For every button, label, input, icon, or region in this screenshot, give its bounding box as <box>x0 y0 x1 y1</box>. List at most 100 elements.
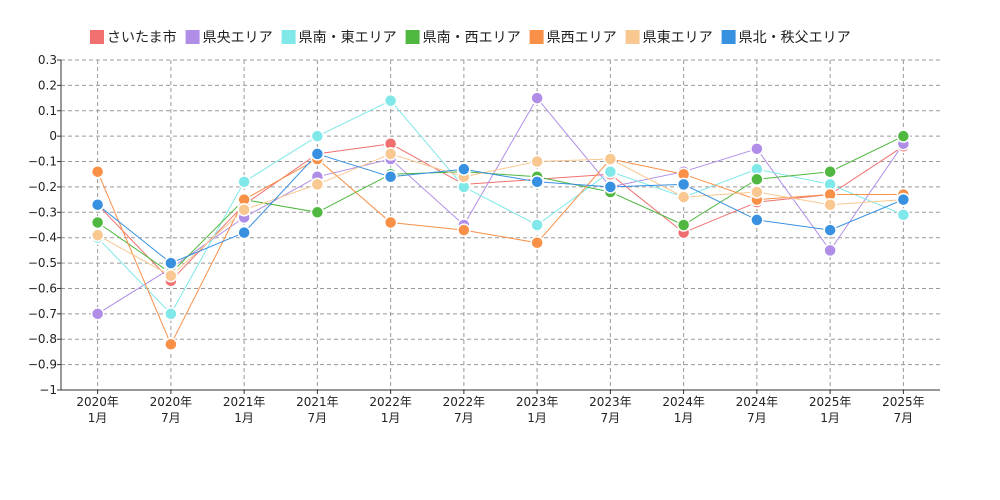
legend-label-0: さいたま市 <box>107 29 177 46</box>
series-line-2 <box>97 99 904 315</box>
x-tick-month-0: 1月 <box>88 411 108 425</box>
y-tick-label-0: 0.3 <box>38 53 57 67</box>
series-5-point-3 <box>310 177 325 192</box>
series-1-point-10 <box>823 243 837 258</box>
x-tick-year-2: 2021年 <box>223 395 266 409</box>
series-line-1 <box>97 97 904 315</box>
series-lines <box>97 97 904 346</box>
y-tick-label-5: −0.2 <box>28 180 57 194</box>
y-tick-label-10: −0.7 <box>28 307 57 321</box>
y-tick-label-1: 0.2 <box>38 78 57 92</box>
x-tick-month-8: 1月 <box>674 411 694 425</box>
y-tick-label-9: −0.6 <box>28 281 57 295</box>
series-line-0 <box>97 143 904 282</box>
x-tick-year-4: 2022年 <box>369 395 412 409</box>
y-tick-label-13: −1 <box>39 383 57 397</box>
x-tick-year-1: 2020年 <box>150 395 193 409</box>
series-line-6 <box>97 153 904 264</box>
x-tick-month-1: 7月 <box>161 411 181 425</box>
series-4-point-0 <box>90 164 105 179</box>
series-5-point-8 <box>676 190 691 204</box>
series-2-point-4 <box>383 93 398 108</box>
series-6-point-8 <box>676 177 691 192</box>
series-line-4 <box>97 158 904 346</box>
series-6-point-10 <box>823 223 837 237</box>
series-2-point-7 <box>603 164 618 179</box>
series-5-point-6 <box>530 154 544 169</box>
series-3-point-3 <box>310 205 325 220</box>
y-tick-label-6: −0.3 <box>28 205 57 219</box>
series-6-point-4 <box>383 170 398 184</box>
series-5-point-9 <box>750 185 764 199</box>
series-3-point-10 <box>823 164 837 179</box>
series-1-point-9 <box>750 142 764 156</box>
x-tick-month-4: 1月 <box>381 411 401 425</box>
legend-swatch-6 <box>721 30 736 44</box>
series-6-point-0 <box>90 197 105 212</box>
legend-swatch-3 <box>405 30 420 44</box>
series-2-point-2 <box>237 175 251 189</box>
legend: さいたま市 県央エリア 県南・東エリア 県南・西エリア 県西エリア 県東エリア 県北・秩父エ… <box>90 29 851 46</box>
y-tick-label-2: 0.1 <box>38 104 57 118</box>
legend-label-4: 県西エリア <box>547 30 617 46</box>
series-5-point-0 <box>90 228 105 242</box>
legend-label-5: 県東エリア <box>643 30 713 46</box>
x-tick-month-6: 1月 <box>527 411 547 425</box>
legend-swatch-5 <box>625 30 640 44</box>
y-tick-label-7: −0.4 <box>28 231 57 245</box>
x-tick-month-2: 1月 <box>234 411 254 425</box>
series-6-point-5 <box>457 162 471 176</box>
series-line-5 <box>97 153 904 277</box>
legend-label-3: 県南・西エリア <box>423 30 521 46</box>
x-tick-year-6: 2023年 <box>516 395 559 409</box>
series-6-point-11 <box>896 192 911 207</box>
series-6-point-1 <box>164 256 178 270</box>
series-line-3 <box>97 135 904 274</box>
x-tick-year-0: 2020年 <box>76 395 119 409</box>
series-6-point-6 <box>530 175 544 189</box>
series-3-point-11 <box>896 129 911 143</box>
x-tick-month-5: 7月 <box>454 411 474 425</box>
legend-label-1: 県央エリア <box>203 30 273 46</box>
series-3-point-0 <box>90 215 105 230</box>
series-4-point-1 <box>164 337 178 352</box>
series-1-point-6 <box>530 91 544 105</box>
axes <box>60 60 940 391</box>
series-2-point-6 <box>530 218 544 232</box>
x-tick-month-9: 7月 <box>747 411 767 425</box>
series-4-point-4 <box>383 215 398 230</box>
legend-swatch-0 <box>90 30 104 44</box>
series-6-point-2 <box>237 225 251 240</box>
series-2-point-1 <box>164 307 178 321</box>
x-tick-year-5: 2022年 <box>443 395 486 409</box>
grid-lines <box>61 59 940 391</box>
series-5-point-7 <box>603 152 618 166</box>
series-3-point-8 <box>676 218 691 232</box>
series-4-point-5 <box>457 223 471 237</box>
series-points <box>90 91 911 352</box>
x-tick-month-10: 1月 <box>820 411 840 425</box>
x-tick-year-7: 2023年 <box>589 395 632 409</box>
series-5-point-1 <box>164 269 178 283</box>
series-2-point-11 <box>896 208 911 222</box>
y-tick-label-8: −0.5 <box>28 256 57 270</box>
series-2-point-3 <box>310 129 325 143</box>
y-tick-label-11: −0.8 <box>28 332 57 346</box>
legend-label-2: 県南・東エリア <box>299 30 397 46</box>
y-axis-ticks: 0.3 0.2 0.1 0 −0.1 −0.2 −0.3 −0.4 −0.5 −0.6 −0.7 −0… <box>28 53 61 397</box>
x-axis-ticks: 2020年 1月 2020年 7月 2021年 1月 2021年 7月 2022年 1月 2022年… <box>76 390 925 425</box>
series-5-point-2 <box>237 203 251 217</box>
legend-label-6: 県北・秩父エリア <box>739 30 851 46</box>
legend-swatch-4 <box>529 30 544 44</box>
y-tick-label-4: −0.1 <box>28 155 57 169</box>
x-tick-year-8: 2024年 <box>662 395 705 409</box>
series-1-point-0 <box>90 307 105 321</box>
x-tick-month-7: 7月 <box>601 411 621 425</box>
y-tick-label-3: 0 <box>49 129 57 143</box>
series-6-point-3 <box>310 147 325 161</box>
series-6-point-7 <box>603 180 618 194</box>
legend-swatch-1 <box>185 30 200 44</box>
y-tick-label-12: −0.9 <box>28 358 57 372</box>
x-tick-year-11: 2025年 <box>882 395 925 409</box>
